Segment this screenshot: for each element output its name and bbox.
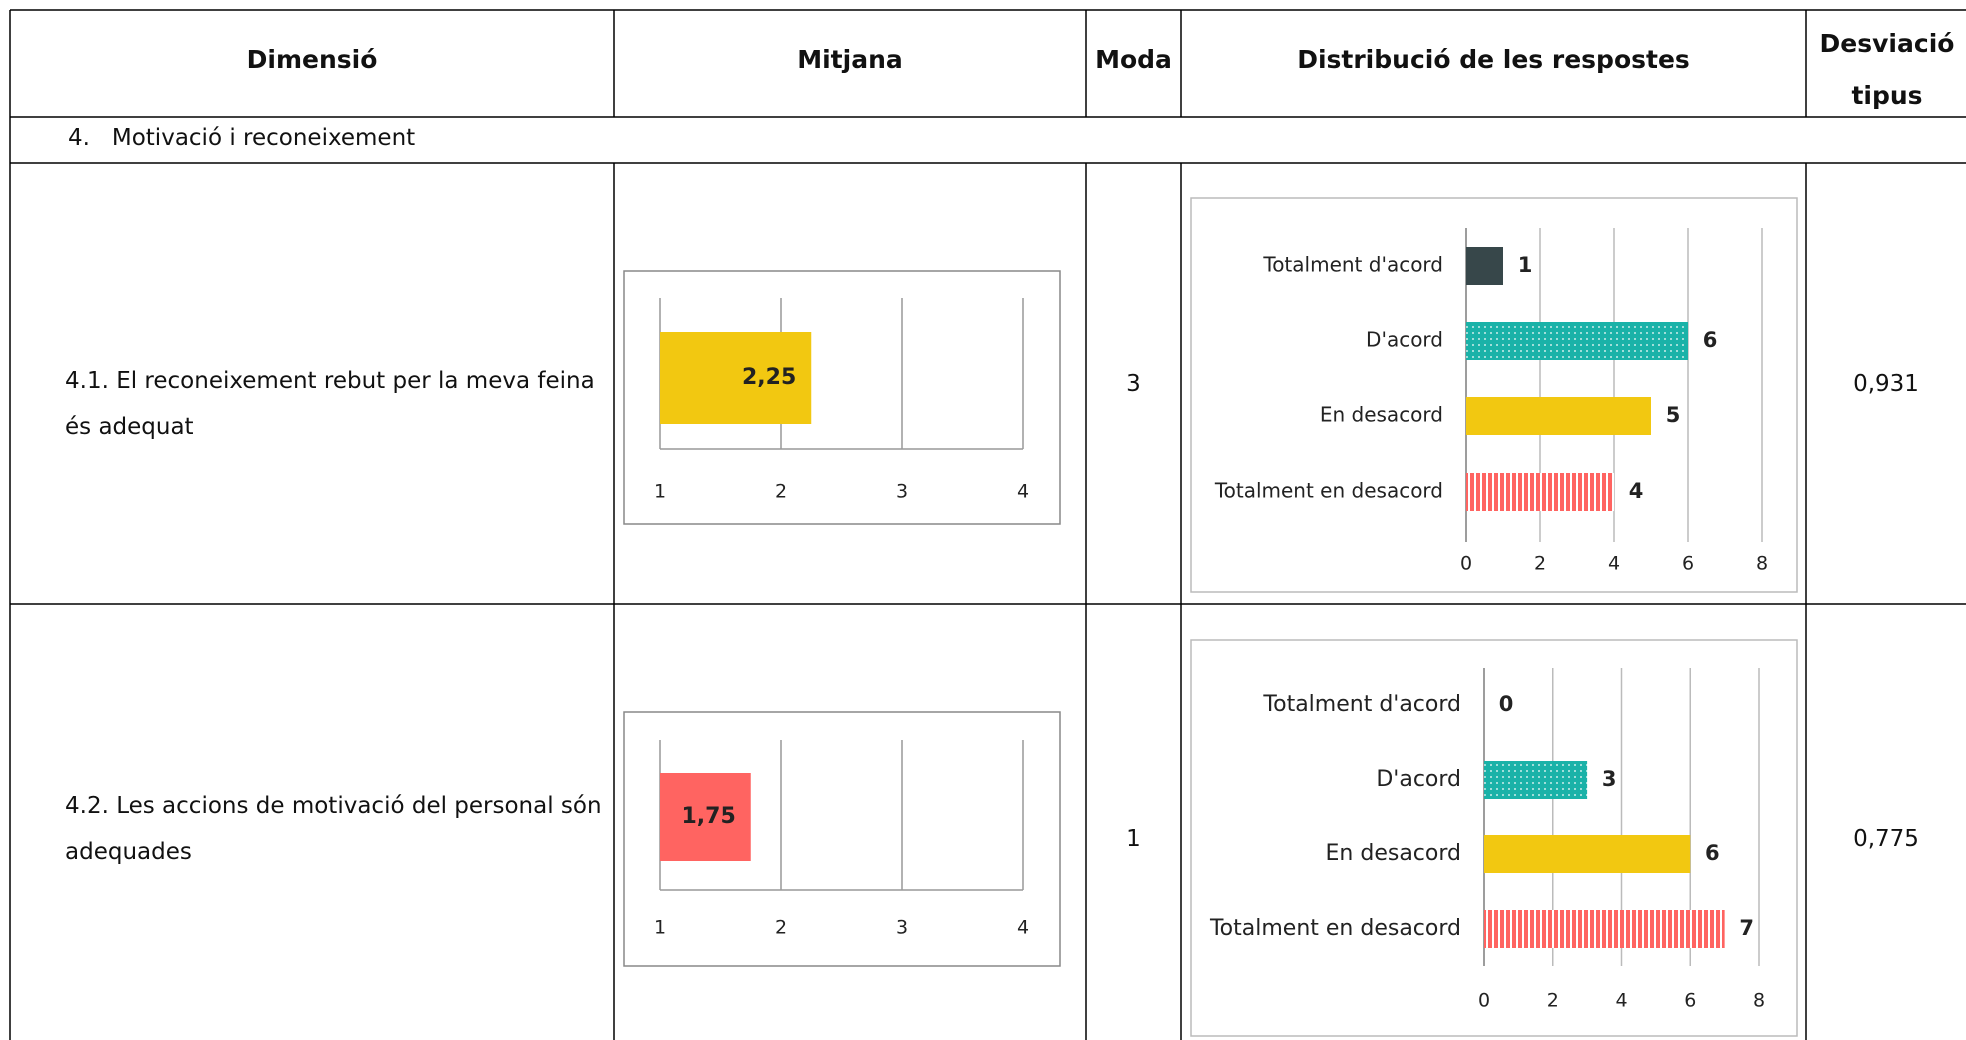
x-tick-label: 6 — [1684, 990, 1696, 1012]
header: Desviació tipus — [1819, 29, 1955, 110]
value-label: 2,25 — [742, 365, 796, 390]
x-tick-label: 4 — [1017, 481, 1029, 503]
value-label: 0 — [1499, 692, 1514, 716]
value-label: 6 — [1703, 328, 1718, 352]
header: Moda — [1095, 45, 1172, 74]
x-tick-label: 1 — [654, 917, 666, 939]
x-tick-label: 2 — [775, 481, 787, 503]
bar — [1484, 761, 1588, 799]
value-label: 1 — [1518, 253, 1533, 277]
x-tick-label: 3 — [896, 481, 908, 503]
value-label: 4 — [1629, 479, 1644, 503]
bar — [660, 332, 812, 424]
header: Mitjana — [797, 45, 903, 74]
category-label: Totalment d'acord — [1262, 692, 1461, 717]
value-label: 7 — [1739, 916, 1754, 940]
category-label: D'acord — [1376, 767, 1461, 792]
x-tick-label: 4 — [1615, 990, 1627, 1012]
bar — [1484, 910, 1725, 948]
dimension: 4.1. El reconeixement rebut per la meva … — [65, 368, 595, 440]
bar — [1466, 473, 1614, 511]
x-tick-label: 4 — [1608, 553, 1620, 575]
x-tick-label: 3 — [896, 917, 908, 939]
section-title: 4. Motivació i reconeixement — [68, 125, 416, 151]
x-tick-label: 1 — [654, 481, 666, 503]
value-label: 3 — [1602, 767, 1617, 791]
x-tick-label: 0 — [1478, 990, 1490, 1012]
category-label: D'acord — [1366, 328, 1443, 352]
value-label: 5 — [1666, 403, 1681, 427]
category-label: Totalment d'acord — [1262, 253, 1443, 277]
bar — [1466, 322, 1688, 360]
x-tick-label: 8 — [1756, 553, 1768, 575]
dimension: 4.2. Les accions de motivació del person… — [65, 793, 602, 865]
bar — [1466, 397, 1651, 435]
bar — [1466, 247, 1503, 285]
table-borders — [9, 9, 1966, 1040]
mode: 1 — [1126, 826, 1141, 852]
category-label: Totalment en desacord — [1214, 479, 1443, 503]
header: Distribució de les respostes — [1297, 45, 1690, 74]
category-label: En desacord — [1320, 403, 1443, 427]
x-tick-label: 6 — [1682, 553, 1694, 575]
bar — [660, 773, 751, 861]
std-dev: 0,931 — [1853, 371, 1919, 397]
x-tick-label: 2 — [775, 917, 787, 939]
x-tick-label: 4 — [1017, 917, 1029, 939]
x-tick-label: 2 — [1534, 553, 1546, 575]
x-tick-label: 0 — [1460, 553, 1472, 575]
x-tick-label: 8 — [1753, 990, 1765, 1012]
category-label: Totalment en desacord — [1209, 916, 1461, 941]
header: Dimensió — [246, 45, 378, 74]
x-tick-label: 2 — [1547, 990, 1559, 1012]
bar — [1484, 835, 1691, 873]
std-dev: 0,775 — [1853, 826, 1919, 852]
mode: 3 — [1126, 371, 1141, 397]
value-label: 6 — [1705, 841, 1720, 865]
value-label: 1,75 — [681, 804, 735, 829]
category-label: En desacord — [1326, 841, 1461, 866]
